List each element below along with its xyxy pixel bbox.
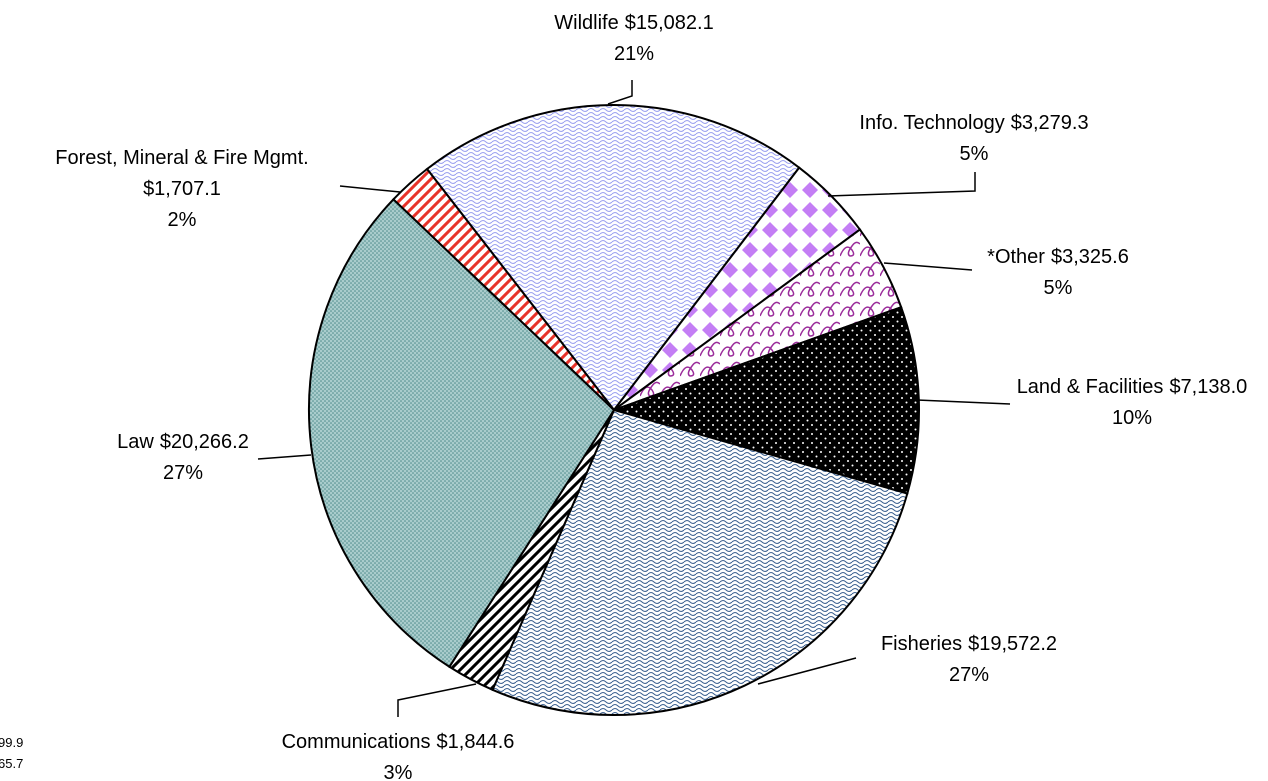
value-label: $1,707.1 (143, 178, 221, 200)
slice-label-line: Info. Technology $3,279.3 (859, 112, 1088, 134)
slice-label: Communications (282, 731, 431, 753)
value-label: $19,572.2 (968, 633, 1057, 655)
value-label: $1,844.6 (437, 731, 515, 753)
slice-label: Fisheries (881, 633, 962, 655)
percent-label: 27% (163, 462, 203, 484)
value-label: $3,325.6 (1051, 246, 1129, 268)
slice-label: *Other (987, 246, 1045, 268)
slice-label-line: Wildlife $15,082.1 (554, 12, 713, 34)
slice-label-line: Fisheries $19,572.2 (881, 633, 1057, 655)
leader-line (916, 399, 1011, 405)
leader-line (827, 172, 976, 197)
slice-label-line: Law $20,266.2 (117, 431, 249, 453)
slice-label-line: *Other $3,325.6 (987, 246, 1129, 268)
leader-line (397, 683, 477, 717)
leader-line (339, 185, 401, 193)
pie-slice (308, 197, 616, 669)
leader-line (883, 262, 973, 271)
value-label: $20,266.2 (160, 431, 249, 453)
pie-slice (425, 104, 801, 412)
slice-label: Wildlife (554, 12, 618, 34)
leader-lines (257, 80, 1011, 717)
percent-label: 2% (168, 209, 197, 231)
slice-label: Info. Technology (859, 112, 1004, 134)
annotation: 99.9 (0, 735, 23, 750)
leader-line (257, 454, 312, 460)
slice-label-line: Land & Facilities $7,138.0 (1017, 376, 1248, 398)
percent-label: 27% (949, 664, 989, 686)
percent-label: 5% (1044, 277, 1073, 299)
slice-label-line: Communications $1,844.6 (282, 731, 515, 753)
annotation: 65.7 (0, 756, 23, 771)
percent-label: 10% (1112, 407, 1152, 429)
slice-label: Law (117, 431, 154, 453)
value-label: $7,138.0 (1169, 376, 1247, 398)
value-label: $3,279.3 (1011, 112, 1089, 134)
labels: Wildlife $15,082.1 21% Info. Technology $3,2… (55, 12, 1247, 781)
leader-line (607, 80, 633, 105)
percent-label: 5% (960, 143, 989, 165)
leader-line (757, 657, 857, 685)
slice-label: Forest, Mineral & Fire Mgmt. (55, 147, 308, 169)
pie (308, 104, 920, 716)
pie-slice (491, 408, 909, 716)
pie-slice (392, 167, 615, 411)
percent-label: 21% (614, 43, 654, 65)
slice-label: Land & Facilities (1017, 376, 1164, 398)
percent-label: 3% (384, 762, 413, 781)
value-label: $15,082.1 (625, 12, 714, 34)
